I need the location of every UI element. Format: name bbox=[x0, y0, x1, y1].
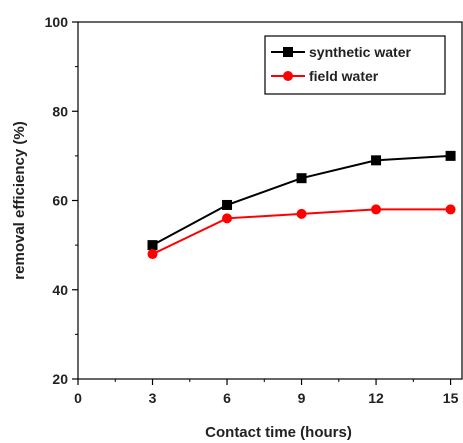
data-point bbox=[147, 240, 158, 251]
legend-label: field water bbox=[309, 68, 379, 84]
x-tick-label: 12 bbox=[368, 390, 384, 406]
y-tick-label: 100 bbox=[45, 14, 69, 30]
x-tick-label: 9 bbox=[298, 390, 306, 406]
x-tick-label: 6 bbox=[223, 390, 231, 406]
series-area bbox=[147, 150, 456, 260]
y-tick-label: 20 bbox=[52, 371, 68, 387]
data-point bbox=[445, 150, 456, 161]
data-point bbox=[296, 208, 307, 219]
y-tick-label: 80 bbox=[52, 103, 68, 119]
series-field-water bbox=[147, 204, 456, 260]
y-axis-title: removal efficiency (%) bbox=[11, 121, 28, 279]
series-synthetic-water bbox=[147, 150, 456, 251]
legend-box bbox=[264, 35, 446, 95]
data-point bbox=[371, 155, 382, 166]
x-tick-label: 0 bbox=[74, 390, 82, 406]
data-point bbox=[147, 249, 158, 260]
data-point bbox=[445, 204, 456, 215]
y-tick-label: 40 bbox=[52, 282, 68, 298]
x-tick-label: 3 bbox=[149, 390, 157, 406]
x-tick-label: 15 bbox=[443, 390, 459, 406]
legend-marker bbox=[283, 71, 293, 81]
data-point bbox=[222, 199, 233, 210]
data-point bbox=[296, 173, 307, 184]
data-point bbox=[222, 213, 233, 224]
legend-marker bbox=[283, 47, 293, 57]
legend-entry: synthetic water bbox=[271, 44, 411, 60]
data-point bbox=[371, 204, 382, 215]
legend-label: synthetic water bbox=[309, 44, 411, 60]
x-axis-title: Contact time (hours) bbox=[205, 424, 352, 441]
legend-entry: field water bbox=[271, 68, 379, 84]
legend: synthetic water field water bbox=[264, 35, 446, 95]
y-tick-label: 60 bbox=[52, 193, 68, 209]
axes: 0 3 6 9 12 15 20 40 60 80 100 bbox=[45, 14, 463, 406]
